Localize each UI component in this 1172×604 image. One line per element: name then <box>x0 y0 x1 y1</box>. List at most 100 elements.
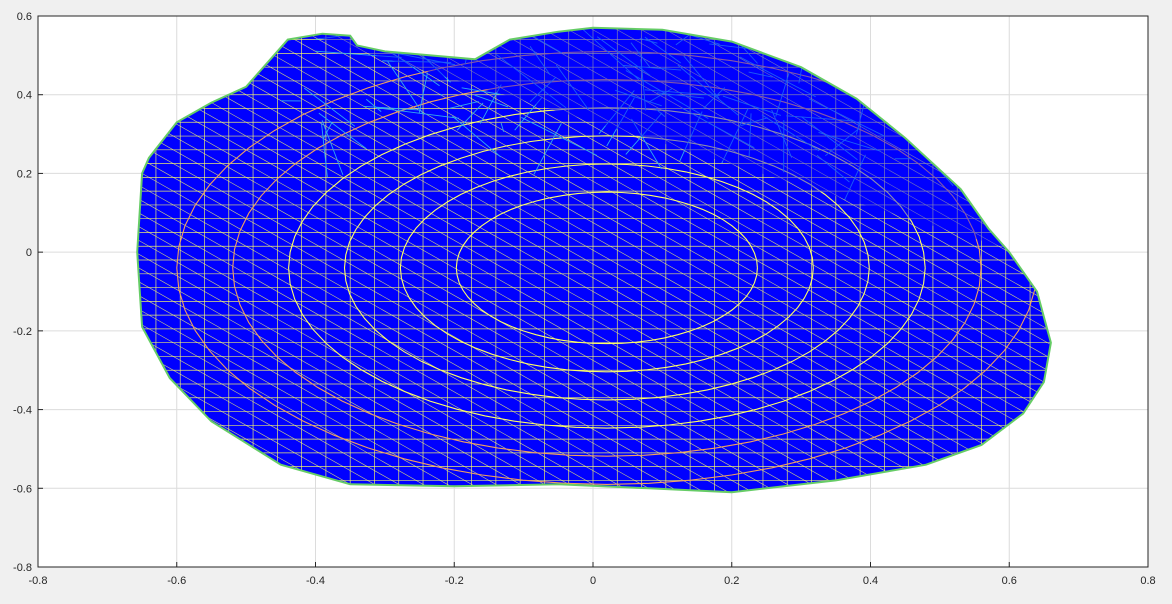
mesh-line <box>137 27 465 493</box>
mesh-line <box>137 27 441 493</box>
mesh-line <box>596 36 651 77</box>
x-tick-label: -0.8 <box>29 575 48 587</box>
mesh-line <box>665 27 1051 493</box>
mesh-line <box>321 120 344 176</box>
mesh-line <box>137 27 368 493</box>
y-tick-label: -0.4 <box>13 405 32 417</box>
mesh-line <box>137 27 830 493</box>
mesh-line <box>315 50 402 58</box>
mesh-line <box>318 112 367 150</box>
y-tick-label: 0.6 <box>17 11 32 23</box>
mesh-line <box>418 72 428 114</box>
y-tick-label: 0.2 <box>17 168 32 180</box>
mesh-line <box>625 112 663 155</box>
mesh-line <box>422 27 1051 493</box>
x-axis: -0.8 -0.6 -0.4 -0.2 0 0.2 0.4 0.6 0.8 <box>29 562 1156 587</box>
mesh-line <box>137 27 514 493</box>
mesh-line <box>520 27 1051 493</box>
mesh-line <box>500 122 505 132</box>
mesh-line <box>818 131 881 152</box>
mesh-line <box>606 97 635 147</box>
mesh-line <box>740 117 768 127</box>
x-tick-label: 0 <box>590 575 596 587</box>
mesh-line <box>1151 16 1172 508</box>
mesh-line <box>630 42 651 68</box>
mesh-line <box>315 35 343 40</box>
mesh-line <box>137 27 490 493</box>
mesh-line <box>679 111 703 162</box>
mesh-line <box>137 27 781 493</box>
mesh-line <box>382 60 452 63</box>
mesh-line <box>689 27 1051 493</box>
mesh-line <box>622 65 682 71</box>
mesh-line <box>137 27 538 493</box>
mesh-line <box>598 90 635 135</box>
mesh-line <box>387 61 425 116</box>
mesh-line <box>639 38 658 44</box>
y-tick-label: -0.2 <box>13 326 32 338</box>
mesh-line <box>514 96 543 131</box>
mesh-contour <box>455 191 758 345</box>
mesh-line <box>808 98 885 137</box>
x-tick-label: 0.8 <box>1140 575 1155 587</box>
y-tick-label: 0.4 <box>17 90 32 102</box>
mesh-line <box>825 128 860 157</box>
mesh-contour <box>399 163 814 373</box>
mesh-line <box>495 27 1051 493</box>
mesh-line <box>440 93 443 96</box>
mesh-line <box>544 27 1051 493</box>
mesh-line <box>615 89 662 107</box>
mesh-line <box>137 27 684 493</box>
mesh-line <box>641 27 1051 493</box>
mesh-line <box>800 116 858 161</box>
mesh-line <box>722 95 781 116</box>
mesh-contour <box>232 79 982 457</box>
mesh-line <box>365 98 382 112</box>
mesh-line <box>581 28 640 81</box>
mesh-line <box>137 27 417 493</box>
mesh-line <box>137 27 732 493</box>
mesh-line <box>137 27 854 493</box>
mesh-line <box>461 87 501 95</box>
mesh-line <box>474 94 509 108</box>
mesh-line <box>555 64 589 111</box>
mesh-line <box>640 59 647 111</box>
mesh-line <box>452 115 501 158</box>
mesh-contour <box>343 135 870 401</box>
mesh-line <box>529 76 557 103</box>
mesh-line <box>644 89 720 97</box>
mesh-line <box>303 87 356 127</box>
mesh-line <box>321 123 328 178</box>
mesh-line <box>771 109 793 158</box>
mesh-line <box>681 107 755 149</box>
mesh-line <box>137 27 562 493</box>
mesh-line <box>739 56 816 98</box>
mesh-line <box>775 72 790 117</box>
mesh-line <box>377 107 460 119</box>
mesh-line <box>137 27 757 493</box>
mesh-line <box>363 105 421 111</box>
mesh-line <box>252 27 1051 493</box>
x-tick-label: 0.6 <box>1002 575 1017 587</box>
mesh-line <box>137 27 635 493</box>
mesh-line <box>449 101 479 109</box>
mesh-line <box>625 70 709 120</box>
mesh-line <box>228 27 1051 493</box>
mesh-line <box>855 99 866 135</box>
mesh-contour <box>176 50 1038 485</box>
mesh-line <box>137 27 587 493</box>
mesh-line <box>496 54 567 109</box>
mesh-line <box>529 46 551 75</box>
surface-outline <box>136 26 1052 494</box>
mesh-line <box>748 113 752 157</box>
y-tick-label: -0.8 <box>13 562 32 574</box>
mesh-line <box>702 87 726 110</box>
mesh-line <box>137 27 975 493</box>
mesh-line <box>471 27 1051 493</box>
mesh-line <box>568 27 1051 493</box>
mesh-line <box>816 154 850 183</box>
mesh-line <box>648 88 673 103</box>
x-tick-label: 0.2 <box>724 575 739 587</box>
mesh-line <box>748 71 773 78</box>
